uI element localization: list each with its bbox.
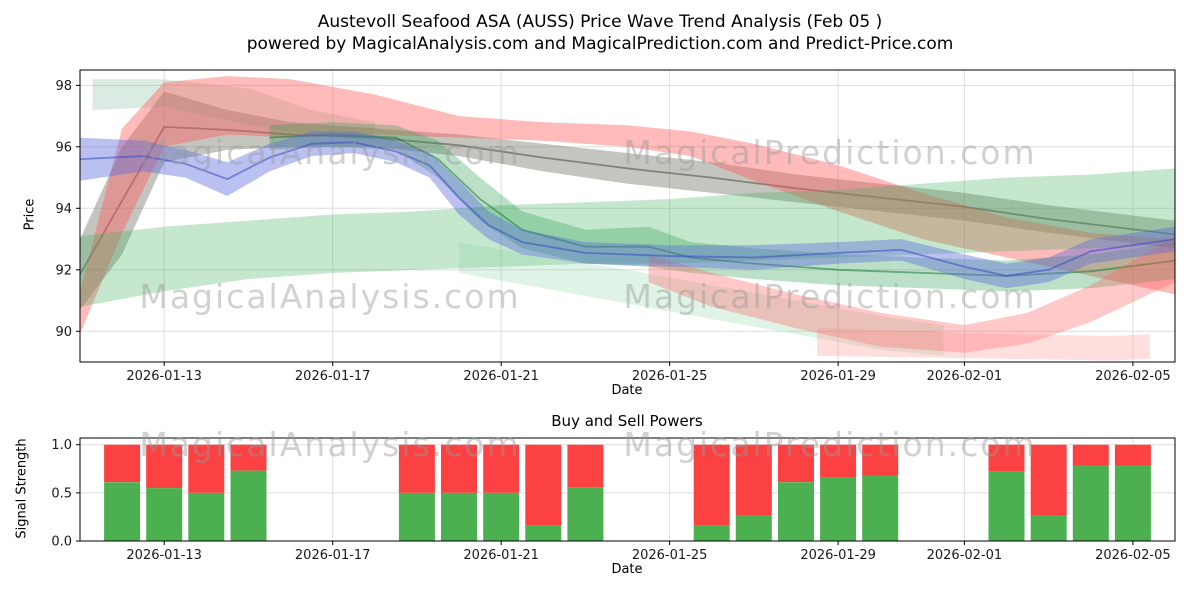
- x-tick-label: 2026-01-29: [800, 548, 876, 563]
- wave-bands: [80, 76, 1175, 361]
- plot-frame: [79, 69, 1176, 363]
- sell-bar: [146, 444, 183, 488]
- power-axes: 0.0 0.5 1.0 2026-01-13 2026-01-17 2026-01-21 2…: [51, 437, 1176, 563]
- buy-bar: [1114, 465, 1151, 541]
- sell-bar: [988, 444, 1025, 472]
- chart-title-line1: Austevoll Seafood ASA (AUSS) Price Wave …: [317, 12, 883, 32]
- sell-bar: [820, 444, 857, 478]
- buy-bar: [398, 492, 435, 541]
- sell-bar: [1072, 444, 1109, 466]
- sell-bar: [230, 444, 267, 471]
- price-axes: 90 92 94 96 98 2026-01-13 2026-01-17 2026-01-21…: [55, 69, 1176, 384]
- buy-bar: [988, 471, 1025, 541]
- buy-bar: [567, 487, 604, 541]
- x-tick-label: 2026-01-25: [632, 548, 708, 563]
- x-tick-label: 2026-01-13: [126, 369, 202, 384]
- buy-bar: [188, 492, 225, 541]
- buy-bar: [778, 482, 814, 541]
- chart-title-line2: powered by MagicalAnalysis.com and Magic…: [246, 34, 954, 54]
- buy-bar: [693, 525, 730, 541]
- signal-strength-axis-label: Signal Strength: [14, 438, 30, 539]
- y-tick-label: 96: [55, 140, 72, 155]
- band-green-low: [459, 242, 944, 356]
- y-tick-label: 94: [55, 202, 72, 217]
- buy-bar: [1030, 515, 1067, 541]
- band-green-fan: [80, 168, 1175, 307]
- band-line-blue-wave: [80, 141, 1175, 277]
- sell-bar: [778, 444, 814, 483]
- y-tick-label: 92: [55, 263, 72, 278]
- band-gray-trend: [80, 91, 1175, 310]
- buy-sell-bars: [104, 444, 1151, 541]
- power-chart-title: Buy and Sell Powers: [551, 412, 703, 430]
- x-tick-label: 2026-02-05: [1095, 548, 1171, 563]
- x-tick-label: 2026-01-13: [126, 548, 202, 563]
- x-tick-label: 2026-02-01: [927, 369, 1003, 384]
- x-tick-label: 2026-01-21: [463, 369, 539, 384]
- band-green-top: [92, 79, 375, 141]
- band-line-green-desc: [269, 133, 1175, 277]
- buy-bar: [1072, 465, 1109, 541]
- sell-bar: [104, 444, 141, 483]
- y-tick-label: 1.0: [51, 438, 72, 453]
- plot-frame: [79, 437, 1176, 542]
- date-axis-label-top: Date: [611, 383, 643, 398]
- buy-bar: [820, 477, 857, 541]
- buy-bar: [525, 525, 562, 541]
- band-lower-red-v: [648, 236, 1175, 353]
- price-axis-label: Price: [22, 198, 38, 231]
- sell-bar: [188, 444, 225, 493]
- buy-bar: [483, 492, 520, 541]
- sell-bar: [862, 444, 899, 476]
- x-tick-label: 2026-02-01: [927, 548, 1003, 563]
- y-tick-label: 98: [55, 79, 72, 94]
- x-tick-label: 2026-01-17: [295, 369, 371, 384]
- sell-bar: [441, 444, 477, 493]
- y-tick-label: 90: [55, 325, 72, 340]
- buy-bar: [441, 492, 477, 541]
- sell-bar: [483, 444, 520, 493]
- band-line-gray-trend: [80, 125, 1175, 275]
- date-axis-label-bottom: Date: [611, 562, 643, 577]
- x-tick-label: 2026-01-17: [295, 548, 371, 563]
- x-tick-label: 2026-02-05: [1095, 369, 1171, 384]
- sell-bar: [735, 444, 772, 515]
- sell-bar: [398, 444, 435, 493]
- buy-bar: [104, 482, 141, 541]
- sell-bar: [567, 444, 604, 488]
- sell-bar: [525, 444, 562, 526]
- y-tick-label: 0.0: [51, 535, 72, 550]
- band-flat-pink: [817, 328, 1150, 361]
- sell-bar: [693, 444, 730, 526]
- sell-bar: [1114, 444, 1151, 466]
- y-tick-label: 0.5: [51, 486, 72, 501]
- buy-bar: [230, 470, 267, 541]
- x-tick-label: 2026-01-25: [632, 369, 708, 384]
- x-tick-label: 2026-01-21: [463, 548, 539, 563]
- buy-bar: [146, 488, 183, 541]
- sell-bar: [1030, 444, 1067, 515]
- buy-bar: [862, 475, 899, 541]
- x-tick-label: 2026-01-29: [800, 369, 876, 384]
- band-upper-red: [80, 76, 1175, 335]
- buy-bar: [735, 515, 772, 541]
- price-grid: [80, 70, 1175, 362]
